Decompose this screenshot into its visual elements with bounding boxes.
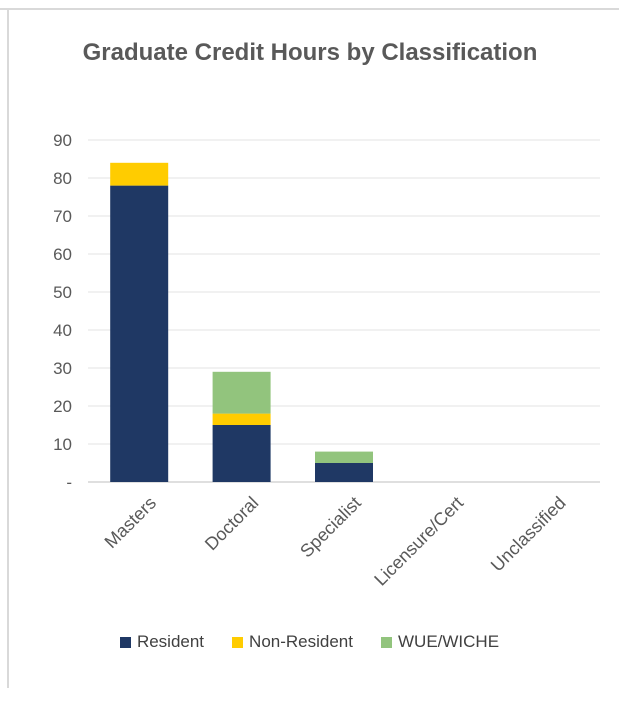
- chart-title: Graduate Credit Hours by Classification: [82, 39, 538, 66]
- legend-swatch-wue-wiche: [381, 636, 392, 648]
- chart-legend: Resident Non-Resident WUE/WICHE: [0, 632, 619, 652]
- chart-frame-left-border: [7, 8, 9, 688]
- bar-specialist-resident: [315, 463, 373, 482]
- bar-doctoral-non-resident: [212, 413, 271, 425]
- y-tick-label: 10: [53, 435, 72, 454]
- y-tick-label: 80: [53, 169, 72, 188]
- legend-swatch-non-resident: [232, 636, 244, 648]
- y-tick-label: 20: [53, 397, 72, 416]
- y-tick-label: -: [66, 473, 72, 492]
- x-tick-label: Doctoral: [201, 493, 263, 555]
- bar-doctoral-resident: [212, 425, 271, 482]
- legend-swatch-resident: [119, 636, 131, 648]
- legend-item-wue-wiche: WUE/WICHE: [381, 632, 499, 652]
- legend-label-resident: Resident: [136, 632, 205, 651]
- legend-label-wue-wiche: WUE/WICHE: [398, 632, 500, 651]
- legend-item-resident: Resident: [119, 632, 205, 652]
- bar-doctoral-wue-wiche: [212, 371, 271, 414]
- bar-masters-non-resident: [110, 162, 169, 186]
- legend-item-non-resident: Non-Resident: [232, 632, 353, 652]
- y-tick-label: 90: [53, 131, 72, 150]
- x-tick-label: Masters: [101, 493, 160, 552]
- y-tick-label: 40: [53, 321, 72, 340]
- chart-frame-top-border: [0, 8, 619, 10]
- y-tick-label: 30: [53, 359, 72, 378]
- bar-masters-resident: [110, 185, 169, 482]
- x-tick-label: Unclassified: [487, 493, 570, 576]
- y-tick-label: 50: [53, 283, 72, 302]
- x-tick-label: Licensure/Cert: [370, 493, 467, 590]
- y-tick-label: 70: [53, 207, 72, 226]
- bar-specialist-wue-wiche: [315, 451, 373, 463]
- legend-label-non-resident: Non-Resident: [249, 632, 353, 651]
- x-tick-label: Specialist: [296, 493, 365, 562]
- y-tick-label: 60: [53, 245, 72, 264]
